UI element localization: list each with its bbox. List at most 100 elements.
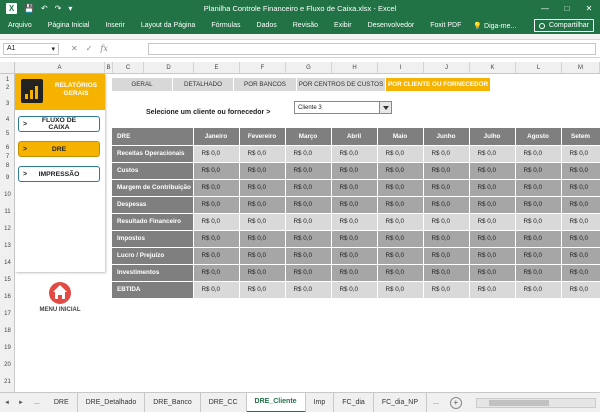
value-cell[interactable]: R$ 0,0 [193,230,240,248]
column-header-g[interactable]: G [286,62,332,74]
tab-por-cliente-ou-fornecedor[interactable]: POR CLIENTE OU FORNECEDOR [386,78,490,91]
sheet-tab[interactable]: FC_dia [334,392,374,412]
value-cell[interactable]: R$ 0,0 [423,264,470,282]
value-cell[interactable]: R$ 0,0 [239,179,286,197]
ribbon-tab-revisao[interactable]: Revisão [292,22,319,29]
value-cell[interactable]: R$ 0,0 [561,247,600,265]
dropdown-arrow-icon[interactable] [379,102,391,113]
value-cell[interactable]: R$ 0,0 [239,281,286,299]
value-cell[interactable]: R$ 0,0 [469,179,516,197]
ribbon-tab-formulas[interactable]: Fórmulas [211,22,241,29]
column-header-k[interactable]: K [470,62,516,74]
column-header-f[interactable]: F [240,62,286,74]
value-cell[interactable]: R$ 0,0 [377,230,424,248]
value-cell[interactable]: R$ 0,0 [331,179,378,197]
value-cell[interactable]: R$ 0,0 [331,230,378,248]
row-header-17[interactable]: 17 [4,311,11,317]
tab-por-centros-de-custos[interactable]: POR CENTROS DE CUSTOS [297,78,385,91]
value-cell[interactable]: R$ 0,0 [423,196,470,214]
ribbon-tab-pagina-inicial[interactable]: Página Inicial [47,22,90,29]
row-label[interactable]: Lucro / Prejuízo [112,247,194,265]
tab-por-bancos[interactable]: POR BANCOS [234,78,296,91]
value-cell[interactable]: R$ 0,0 [515,196,562,214]
value-cell[interactable]: R$ 0,0 [561,196,600,214]
value-cell[interactable]: R$ 0,0 [561,162,600,180]
row-label[interactable]: Margem de Contribuição [112,179,194,197]
row-header-1[interactable]: 1 [5,77,10,83]
row-header-14[interactable]: 14 [4,260,11,266]
value-cell[interactable]: R$ 0,0 [285,162,332,180]
sheet-tab[interactable]: Imp [306,392,335,412]
value-cell[interactable]: R$ 0,0 [377,162,424,180]
value-cell[interactable]: R$ 0,0 [377,196,424,214]
value-cell[interactable]: R$ 0,0 [515,179,562,197]
value-cell[interactable]: R$ 0,0 [423,162,470,180]
minimize-icon[interactable]: — [541,4,549,13]
row-header-15[interactable]: 15 [4,277,11,283]
save-icon[interactable]: 💾 [24,4,34,13]
value-cell[interactable]: R$ 0,0 [377,247,424,265]
row-header-6[interactable]: 6 [5,145,10,151]
row-header-12[interactable]: 12 [4,226,11,232]
value-cell[interactable]: R$ 0,0 [423,230,470,248]
value-cell[interactable]: R$ 0,0 [193,196,240,214]
row-header-2[interactable]: 2 [5,85,10,91]
row-header-3[interactable]: 3 [5,101,10,107]
column-header-j[interactable]: J [424,62,470,74]
value-cell[interactable]: R$ 0,0 [331,264,378,282]
value-cell[interactable]: R$ 0,0 [515,264,562,282]
row-label[interactable]: EBTIDA [112,281,194,299]
cliente-fornecedor-select[interactable]: Cliente 3 [294,101,392,114]
column-header-l[interactable]: L [516,62,562,74]
column-header-e[interactable]: E [194,62,240,74]
value-cell[interactable]: R$ 0,0 [239,162,286,180]
ribbon-tab-arquivo[interactable]: Arquivo [8,22,32,29]
value-cell[interactable]: R$ 0,0 [469,162,516,180]
value-cell[interactable]: R$ 0,0 [193,247,240,265]
value-cell[interactable]: R$ 0,0 [331,281,378,299]
row-label[interactable]: Impostos [112,230,194,248]
value-cell[interactable]: R$ 0,0 [423,247,470,265]
value-cell[interactable]: R$ 0,0 [377,281,424,299]
row-header-9[interactable]: 9 [5,175,10,181]
horizontal-scrollbar[interactable] [476,398,596,408]
ribbon-tab-layout[interactable]: Layout da Página [140,22,196,29]
tab-detalhado[interactable]: DETALHADO [173,78,233,91]
select-all-corner[interactable] [0,62,15,74]
value-cell[interactable]: R$ 0,0 [193,264,240,282]
row-header-8[interactable]: 8 [5,163,10,169]
value-cell[interactable]: R$ 0,0 [561,213,600,231]
name-box[interactable]: A1 ▾ [3,42,59,55]
ribbon-tab-foxit-pdf[interactable]: Foxit PDF [430,22,462,29]
value-cell[interactable]: R$ 0,0 [193,213,240,231]
column-header-i[interactable]: I [378,62,424,74]
impressao-button[interactable]: > IMPRESSÃO [18,166,100,182]
value-cell[interactable]: R$ 0,0 [193,179,240,197]
column-header-m[interactable]: M [562,62,600,74]
prev-sheet-icon[interactable]: ◄ [4,399,10,406]
column-header-a[interactable]: A [15,62,105,74]
sheet-tab[interactable]: FC_dia_NP [374,392,427,412]
value-cell[interactable]: R$ 0,0 [423,179,470,197]
redo-icon[interactable]: ↷ [54,4,62,13]
value-cell[interactable]: R$ 0,0 [377,145,424,163]
undo-icon[interactable]: ↶ [40,4,48,13]
formula-input[interactable] [148,43,596,55]
more-sheets-left[interactable]: ... [34,399,40,406]
column-header-b[interactable]: B [105,62,113,74]
value-cell[interactable]: R$ 0,0 [285,145,332,163]
value-cell[interactable]: R$ 0,0 [515,145,562,163]
value-cell[interactable]: R$ 0,0 [331,247,378,265]
row-header-19[interactable]: 19 [4,345,11,351]
value-cell[interactable]: R$ 0,0 [239,213,286,231]
ribbon-tab-desenvolvedor[interactable]: Desenvolvedor [367,22,415,29]
value-cell[interactable]: R$ 0,0 [285,213,332,231]
row-header-18[interactable]: 18 [4,328,11,334]
close-icon[interactable]: ✕ [585,4,593,13]
row-header-16[interactable]: 16 [4,294,11,300]
value-cell[interactable]: R$ 0,0 [377,264,424,282]
dre-button[interactable]: > DRE [18,141,100,157]
tell-me-search[interactable]: 💡 Diga-me... [473,22,517,30]
column-header-d[interactable]: D [144,62,194,74]
more-sheets-right[interactable]: ... [433,399,439,406]
